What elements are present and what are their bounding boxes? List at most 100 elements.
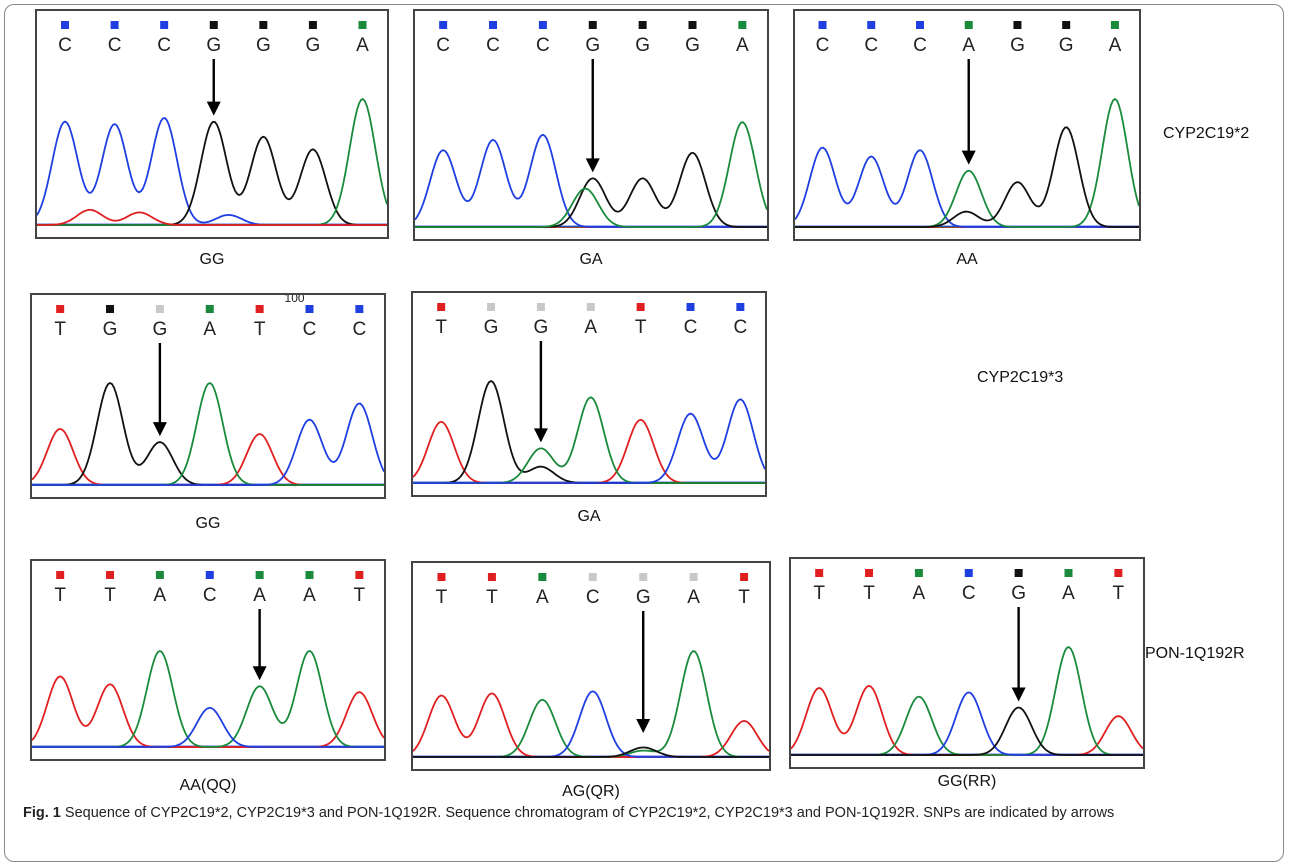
row-label-cyp2c19-2: CYP2C19*2 [1163,125,1250,142]
base-marker [155,305,164,313]
base-marker [305,305,314,313]
base-call-letter: G [1010,35,1025,56]
base-marker [355,571,364,579]
base-marker [106,305,115,313]
base-marker [160,21,169,29]
trace-A [413,396,765,484]
base-marker [686,303,695,311]
trace-C [37,117,387,226]
trace-A [795,97,1139,228]
trace-C [415,133,767,228]
base-call-letter: T [738,587,750,608]
base-marker [638,21,647,29]
base-marker [740,573,749,581]
trace-T [37,209,387,226]
base-marker [964,21,973,29]
base-call-letter: C [586,587,600,608]
base-call-letter: A [154,585,167,606]
genotype-label: GA [577,508,601,525]
base-call-letter: C [536,35,550,56]
base-marker [255,571,264,579]
base-marker [487,303,496,311]
base-marker [56,571,65,579]
base-call-letter: G [1059,35,1074,56]
base-marker [538,21,547,29]
base-call-letter: A [356,35,369,56]
base-marker [538,573,547,581]
row-label-pon1-q192r: PON-1Q192R [1145,645,1245,662]
base-marker [259,21,268,29]
chromatogram-cyp2c19-3-gg: T G G A T C C 100 [30,293,386,499]
genotype-label: AG(QR) [562,783,620,800]
base-call-letter: A [913,583,926,604]
base-call-letter: G [1011,583,1026,604]
base-marker [1064,569,1073,577]
base-call-letter: T [104,585,116,606]
base-call-letter: G [256,35,271,56]
trace-G [32,381,384,486]
base-marker [56,305,65,313]
base-marker [689,573,698,581]
base-marker [736,303,745,311]
snp-arrow [636,611,651,733]
base-marker [818,21,827,29]
base-call-letter: T [1113,583,1125,604]
trace-A [415,121,767,228]
trace-A [32,649,384,748]
trace-C [32,706,384,748]
base-marker [1062,21,1071,29]
base-call-letter: C [58,35,72,56]
base-marker [867,21,876,29]
snp-arrow [252,609,267,681]
base-marker [205,571,214,579]
base-call-letter: A [303,585,316,606]
base-marker [639,573,648,581]
snp-arrow [1011,607,1026,702]
base-call-letter: C [913,35,927,56]
base-call-letter: A [253,585,266,606]
base-marker [205,305,214,313]
base-call-letter: A [584,317,597,338]
base-marker [1013,21,1022,29]
base-marker [586,303,595,311]
base-call-letter: G [103,319,118,340]
base-marker [155,571,164,579]
base-call-letter: T [254,319,266,340]
base-call-letter: G [484,317,499,338]
base-marker [305,571,314,579]
genotype-label: GG [199,251,225,268]
base-call-letter: C [108,35,122,56]
base-marker [255,305,264,313]
trace-G [791,706,1143,756]
base-marker [915,21,924,29]
base-call-letter: T [635,317,647,338]
snp-arrow [585,59,600,173]
chromatogram-svg: T G G A T C C 100 [32,295,384,486]
base-call-letter: T [486,587,498,608]
position-tick-label: 100 [285,295,305,305]
base-marker [61,21,69,29]
trace-C [791,691,1143,756]
base-call-letter: T [54,319,66,340]
base-marker [358,21,367,29]
base-marker [865,569,874,577]
caption-text: Sequence of CYP2C19*2, CYP2C19*3 and PON… [60,805,1115,821]
snp-arrow [152,343,167,437]
base-call-letter: C [733,317,747,338]
base-marker [106,571,115,579]
genotype-label: AA(QQ) [179,777,237,794]
base-call-letter: G [306,35,321,56]
base-call-letter: C [203,585,217,606]
base-marker [964,569,973,577]
base-call-letter: A [962,35,975,56]
trace-G [795,126,1139,228]
base-marker [815,569,824,577]
